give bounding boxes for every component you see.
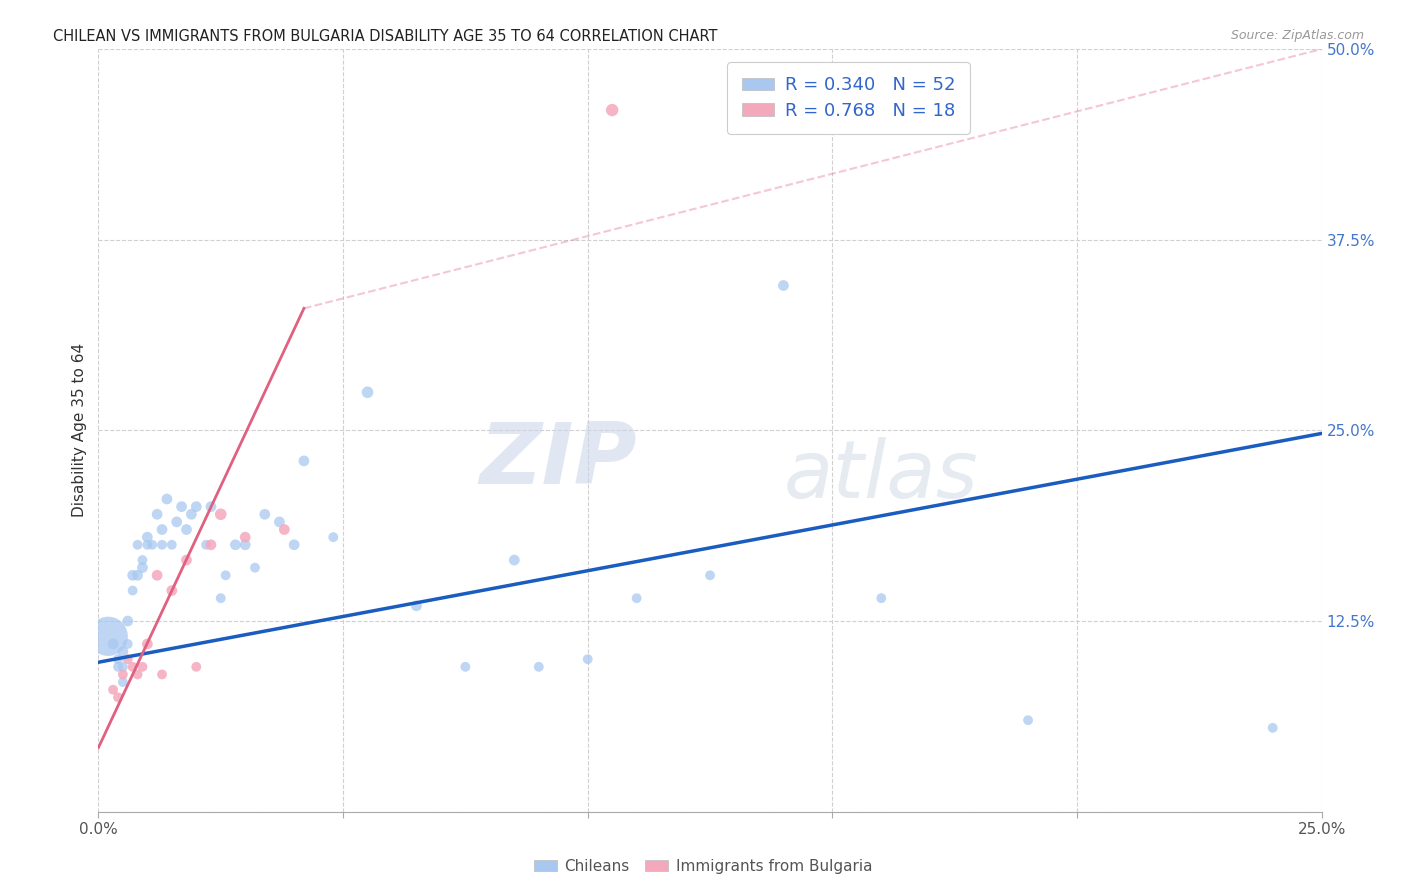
Point: [405, 599, 427, 613]
Point: [117, 637, 139, 651]
Point: [233, 538, 256, 552]
Text: Source: ZipAtlas.com: Source: ZipAtlas.com: [1230, 29, 1364, 42]
Point: [200, 538, 222, 552]
Point: [131, 553, 153, 567]
Point: [699, 568, 721, 582]
Legend: R = 0.340   N = 52, R = 0.768   N = 18: R = 0.340 N = 52, R = 0.768 N = 18: [727, 62, 970, 134]
Point: [180, 508, 202, 522]
Point: [870, 591, 893, 606]
Point: [356, 385, 378, 400]
Point: [626, 591, 648, 606]
Point: [224, 538, 246, 552]
Point: [150, 667, 173, 681]
Point: [269, 515, 291, 529]
Point: [111, 644, 134, 658]
Point: [136, 637, 159, 651]
Point: [253, 508, 276, 522]
Point: [209, 508, 232, 522]
Point: [503, 553, 526, 567]
Text: CHILEAN VS IMMIGRANTS FROM BULGARIA DISABILITY AGE 35 TO 64 CORRELATION CHART: CHILEAN VS IMMIGRANTS FROM BULGARIA DISA…: [53, 29, 718, 44]
Point: [150, 523, 173, 537]
Point: [1017, 713, 1039, 727]
Point: [127, 568, 149, 582]
Point: [117, 652, 139, 666]
Point: [176, 523, 198, 537]
Point: [146, 568, 169, 582]
Point: [127, 538, 149, 552]
Text: ZIP: ZIP: [479, 419, 637, 502]
Point: [101, 637, 124, 651]
Point: [121, 583, 143, 598]
Y-axis label: Disability Age 35 to 64: Disability Age 35 to 64: [72, 343, 87, 517]
Point: [107, 660, 129, 674]
Point: [131, 560, 153, 574]
Point: [121, 568, 143, 582]
Point: [233, 530, 256, 544]
Point: [176, 553, 198, 567]
Point: [121, 660, 143, 674]
Point: [186, 500, 208, 514]
Point: [195, 538, 218, 552]
Point: [101, 682, 124, 697]
Point: [166, 515, 188, 529]
Point: [292, 454, 315, 468]
Point: [527, 660, 550, 674]
Text: atlas: atlas: [783, 437, 979, 516]
Point: [200, 500, 222, 514]
Point: [156, 491, 179, 506]
Point: [273, 523, 295, 537]
Point: [170, 500, 193, 514]
Point: [160, 583, 183, 598]
Point: [454, 660, 477, 674]
Point: [107, 690, 129, 705]
Point: [131, 660, 153, 674]
Point: [243, 560, 266, 574]
Point: [283, 538, 305, 552]
Point: [111, 667, 134, 681]
Point: [127, 667, 149, 681]
Point: [186, 660, 208, 674]
Point: [322, 530, 344, 544]
Point: [214, 568, 236, 582]
Point: [136, 530, 159, 544]
Point: [576, 652, 599, 666]
Legend: Chileans, Immigrants from Bulgaria: Chileans, Immigrants from Bulgaria: [527, 853, 879, 880]
Point: [600, 103, 623, 117]
Point: [111, 675, 134, 690]
Point: [146, 508, 169, 522]
Point: [117, 614, 139, 628]
Point: [97, 629, 120, 643]
Point: [107, 652, 129, 666]
Point: [209, 591, 232, 606]
Point: [160, 538, 183, 552]
Point: [141, 538, 163, 552]
Point: [150, 538, 173, 552]
Point: [136, 538, 159, 552]
Point: [111, 660, 134, 674]
Point: [772, 278, 794, 293]
Point: [1261, 721, 1284, 735]
